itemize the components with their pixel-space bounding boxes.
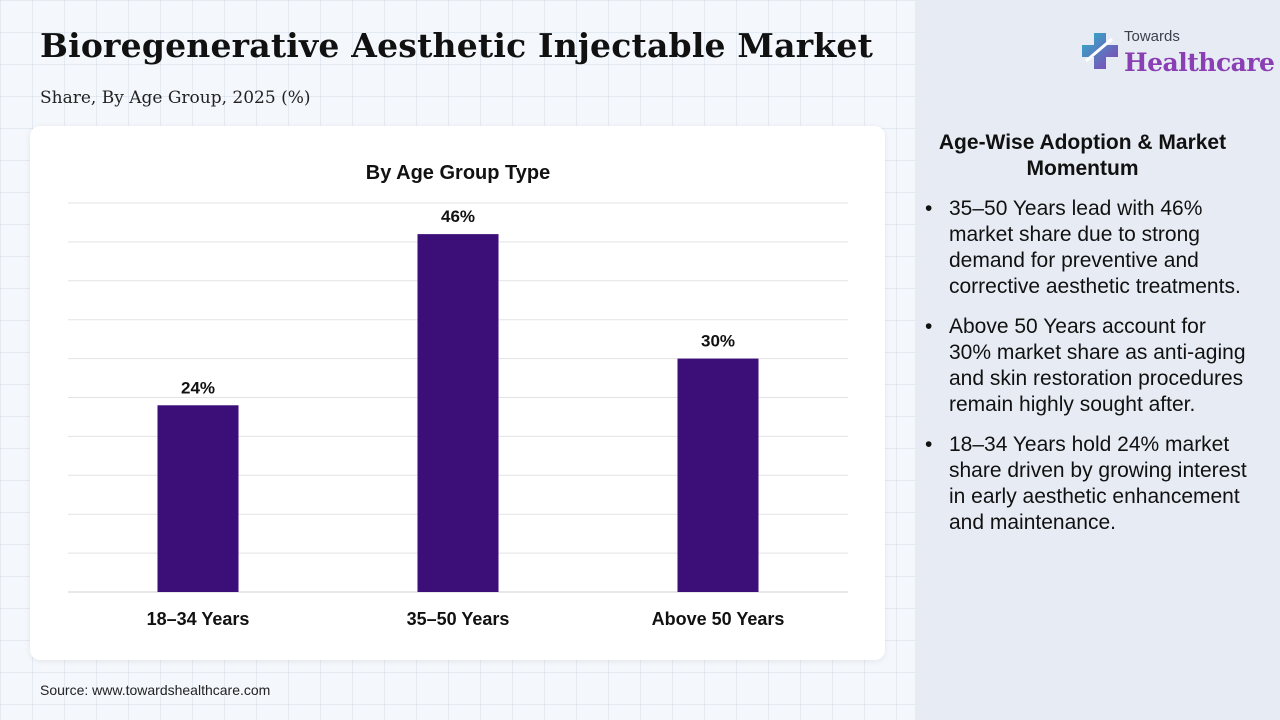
x-tick-label: Above 50 Years	[652, 609, 785, 629]
bar-chart: By Age Group Type 24% 18–34 Years 46% 35–50 …	[68, 162, 848, 629]
chart-card: By Age Group Type 24% 18–34 Years 46% 35–50 …	[30, 126, 885, 660]
data-label: 24%	[181, 378, 215, 397]
page-subtitle: Share, By Age Group, 2025 (%)	[40, 88, 311, 108]
insight-item: 18–34 Years hold 24% market share driven…	[925, 432, 1250, 536]
insights-list: 35–50 Years lead with 46% market share d…	[925, 196, 1250, 550]
insight-item: 35–50 Years lead with 46% market share d…	[925, 196, 1250, 300]
bar	[417, 234, 499, 592]
medical-cross-icon	[1082, 33, 1118, 69]
data-label: 30%	[701, 332, 735, 351]
bar	[157, 405, 239, 592]
bar	[677, 358, 759, 592]
chart-title: By Age Group Type	[366, 162, 550, 184]
panel-heading: Age-Wise Adoption & Market Momentum	[938, 131, 1227, 180]
x-tick-label: 18–34 Years	[147, 609, 250, 629]
page-title: Bioregenerative Aesthetic Injectable Mar…	[40, 26, 874, 65]
source-note: Source: www.towardshealthcare.com	[40, 682, 271, 698]
x-tick-label: 35–50 Years	[407, 609, 510, 629]
logo-top-text: Towards	[1124, 28, 1180, 45]
insight-item: Above 50 Years account for 30% market sh…	[925, 314, 1250, 418]
data-label: 46%	[441, 207, 475, 226]
brand-logo: Towards Healthcare	[1080, 28, 1275, 78]
logo-main-text: Healthcare	[1124, 48, 1275, 77]
